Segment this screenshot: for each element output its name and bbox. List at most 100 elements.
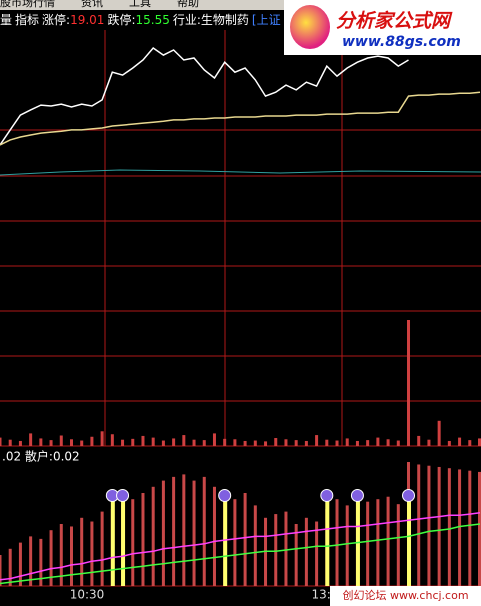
signal-icon <box>350 488 364 502</box>
indicator-bar <box>100 511 104 586</box>
indicator-bar <box>172 476 176 586</box>
indicator-bar <box>69 526 73 586</box>
volume-bar <box>284 439 288 446</box>
indicator-bar <box>417 464 421 586</box>
signal-icon <box>116 488 130 502</box>
volume-bar <box>8 439 12 446</box>
indicator-bar <box>427 465 431 586</box>
indicator-bar <box>59 524 63 586</box>
indicator-label[interactable]: 指标 <box>15 13 40 27</box>
indicator-bar <box>376 499 380 586</box>
menu-item[interactable]: 帮助 <box>177 0 199 9</box>
volume-bar <box>376 437 380 446</box>
series-line <box>0 46 409 146</box>
indicator-bar <box>304 517 308 586</box>
indicator-bar <box>8 548 12 586</box>
menu-item[interactable]: 资讯 <box>81 0 103 9</box>
signal-icon <box>402 488 416 502</box>
indicator-bar <box>49 530 53 586</box>
industry-label: 行业: <box>172 13 201 27</box>
volume-bar <box>212 433 216 446</box>
volume-bar <box>172 438 176 446</box>
series-line <box>0 91 481 146</box>
indicator-bar <box>437 466 441 586</box>
limit-up: 19.01 <box>70 13 105 27</box>
indicator-bar <box>396 504 400 586</box>
volume-bar <box>345 438 349 446</box>
indicator-bar <box>202 476 206 586</box>
signal-icon <box>218 488 232 502</box>
volume-bar <box>407 320 411 446</box>
volume-bar <box>437 420 441 446</box>
signal-bar <box>110 495 115 586</box>
volume-bar <box>417 435 421 446</box>
volume-bar <box>131 438 135 446</box>
volume-bar <box>386 439 390 446</box>
volume-bar <box>29 433 33 446</box>
indicator-bar <box>151 486 155 586</box>
footer-watermark: 创幻论坛 www.chcj.com <box>330 586 481 606</box>
volume-bar <box>161 440 165 446</box>
volume-bar <box>141 435 145 446</box>
volume-bar <box>325 439 329 446</box>
volume-bar <box>80 440 84 446</box>
indicator-bar <box>0 555 2 586</box>
indicator-bar <box>274 514 278 586</box>
limit-down-label: 跌停: <box>107 13 136 27</box>
watermark: 分析家公式网 www.88gs.com <box>284 0 481 55</box>
indicator-bar <box>182 474 186 586</box>
indicator-bar <box>131 499 135 586</box>
header: 量指标 涨停:19.01 跌停:15.55 行业:生物制药 [上证 <box>0 11 284 28</box>
volume-bar <box>90 436 94 446</box>
volume-bar <box>121 439 125 446</box>
indicator-bar <box>478 471 481 586</box>
volume-bar <box>110 434 114 446</box>
menu-item[interactable]: 工具 <box>129 0 151 9</box>
menu-bar: 股市场行情 资讯 工具 帮助 <box>0 0 481 10</box>
volume-bar <box>253 440 257 446</box>
volume-bar <box>69 439 73 446</box>
aux-line <box>0 169 481 176</box>
menu-item[interactable]: 股市场行情 <box>0 0 55 9</box>
volume-bar <box>458 437 462 446</box>
signal-bar <box>407 495 412 586</box>
indicator-bar <box>458 469 462 586</box>
volume-bar <box>468 440 472 446</box>
volume-bar <box>274 438 278 446</box>
indicator-bar <box>233 499 237 586</box>
volume-bar <box>243 440 247 446</box>
volume-bar <box>151 437 155 446</box>
indicator-bar <box>90 521 94 586</box>
volume-bar <box>49 440 53 446</box>
indicator-bar <box>39 538 43 586</box>
volume-bar <box>59 435 63 446</box>
signal-bar <box>325 495 330 586</box>
indicator-bar <box>80 517 84 586</box>
volume-bar <box>233 439 237 446</box>
volume-bar <box>264 441 268 446</box>
volume-bar <box>427 439 431 446</box>
indicator-bar <box>141 493 145 586</box>
indicator-bar <box>18 542 22 586</box>
indicator-bar <box>468 470 472 586</box>
indicator-bar <box>253 505 257 586</box>
logo <box>290 5 330 49</box>
indicator-bar <box>345 505 349 586</box>
indicator-bar <box>447 468 451 586</box>
indicator-bar <box>29 536 33 586</box>
volume-bar <box>39 438 43 446</box>
indicator-title: .02 散户:0.02 <box>2 449 80 464</box>
series-line <box>0 512 481 581</box>
x-tick-label: 10:30 <box>70 588 105 602</box>
volume-bar <box>294 440 298 446</box>
volume-bar <box>202 440 206 446</box>
indicator-bar <box>212 486 216 586</box>
limit-up-label: 涨停: <box>42 13 71 27</box>
volume-label: 量 <box>0 13 13 27</box>
volume-bar <box>478 438 481 446</box>
volume-bar <box>223 438 227 446</box>
volume-bar <box>335 440 339 446</box>
index[interactable]: [上证 <box>251 13 281 27</box>
